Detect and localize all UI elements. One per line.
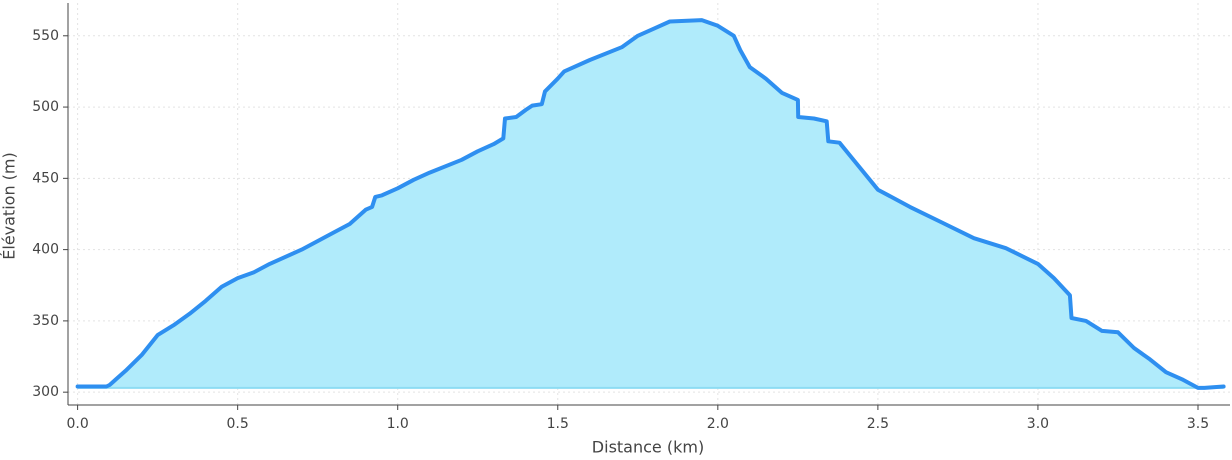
y-tick-label: 300 [32, 384, 59, 400]
x-tick-label: 0.5 [227, 416, 249, 432]
y-tick-label: 400 [32, 242, 59, 258]
y-tick-label: 500 [32, 99, 59, 115]
x-tick-label: 1.5 [547, 416, 569, 432]
y-tick-label: 550 [32, 28, 59, 44]
y-tick-label: 450 [32, 170, 59, 186]
elevation-line [75, 18, 1226, 390]
x-tick-label: 3.5 [1187, 416, 1209, 432]
x-tick-label: 3.0 [1027, 416, 1049, 432]
x-tick-label: 1.0 [387, 416, 409, 432]
x-axis-title: Distance (km) [592, 438, 704, 457]
area-fill [77, 20, 1224, 388]
y-axis-title: Élévation (m) [0, 152, 19, 259]
y-tick-label: 350 [32, 313, 59, 329]
x-tick-label: 2.0 [707, 416, 729, 432]
x-tick-label: 2.5 [867, 416, 889, 432]
x-tick-label: 0.0 [66, 416, 88, 432]
